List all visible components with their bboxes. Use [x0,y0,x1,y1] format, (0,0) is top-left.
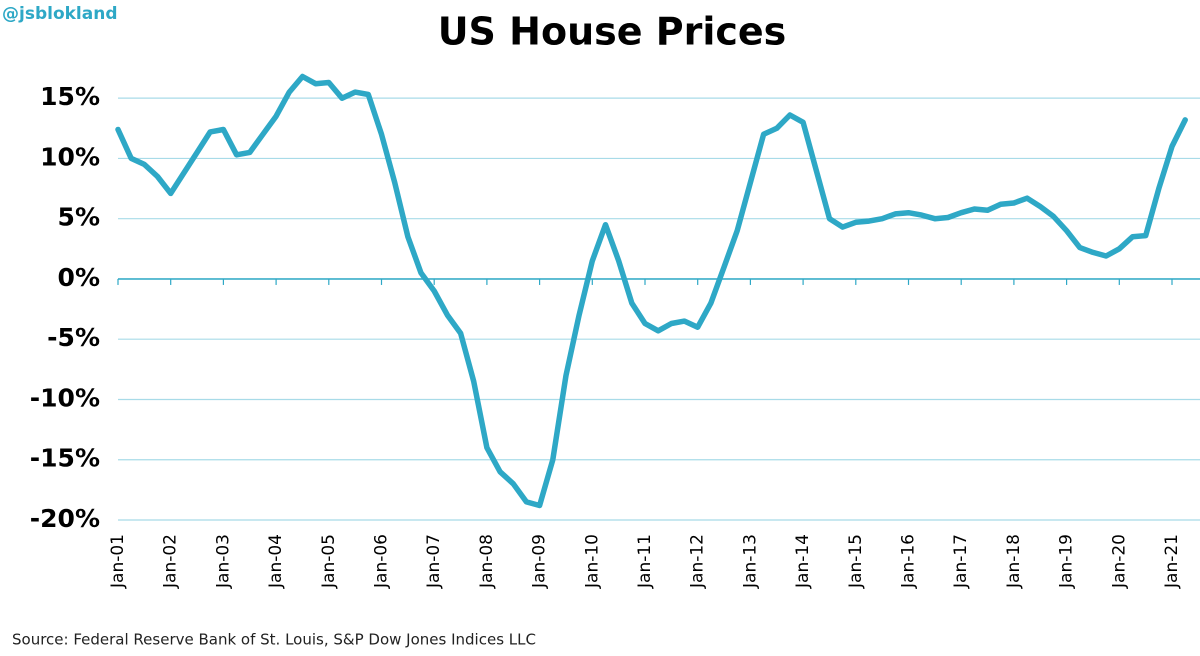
x-tick-label: Jan-01 [108,534,128,589]
x-tick-label: Jan-07 [424,534,444,589]
x-tick-label: Jan-20 [1109,534,1129,589]
x-tick-label: Jan-13 [740,534,760,589]
x-tick-label: Jan-03 [213,534,233,589]
y-tick-label: -15% [30,444,100,473]
x-tick-label: Jan-19 [1057,534,1077,589]
y-tick-label: 0% [58,263,100,292]
y-tick-label: 15% [40,82,100,111]
x-tick-label: Jan-10 [582,534,602,589]
x-tick-label: Jan-14 [793,534,813,589]
x-tick-label: Jan-11 [635,534,655,589]
x-tick-label: Jan-17 [951,534,971,589]
y-tick-label: 10% [40,142,100,171]
x-tick-label: Jan-05 [319,534,339,589]
y-tick-label: -10% [30,383,100,412]
watermark: @jsblokland [2,4,118,24]
x-tick-label: Jan-04 [266,534,286,589]
x-tick-label: Jan-15 [846,534,866,589]
x-tick-label: Jan-09 [530,534,550,589]
x-tick-label: Jan-08 [477,534,497,589]
x-tick-label: Jan-16 [899,534,919,589]
source-note: Source: Federal Reserve Bank of St. Loui… [12,631,536,649]
y-tick-label: -20% [30,504,100,533]
y-tick-label: -5% [47,323,100,352]
y-tick-label: 5% [58,203,100,232]
x-tick-label: Jan-06 [372,534,392,589]
x-tick-label: Jan-18 [1004,534,1024,589]
chart-title: US House Prices [438,10,787,54]
x-tick-label: Jan-12 [688,534,708,589]
x-tick-label: Jan-02 [161,534,181,589]
data-line [115,73,1188,509]
x-tick-label: Jan-21 [1162,534,1182,589]
